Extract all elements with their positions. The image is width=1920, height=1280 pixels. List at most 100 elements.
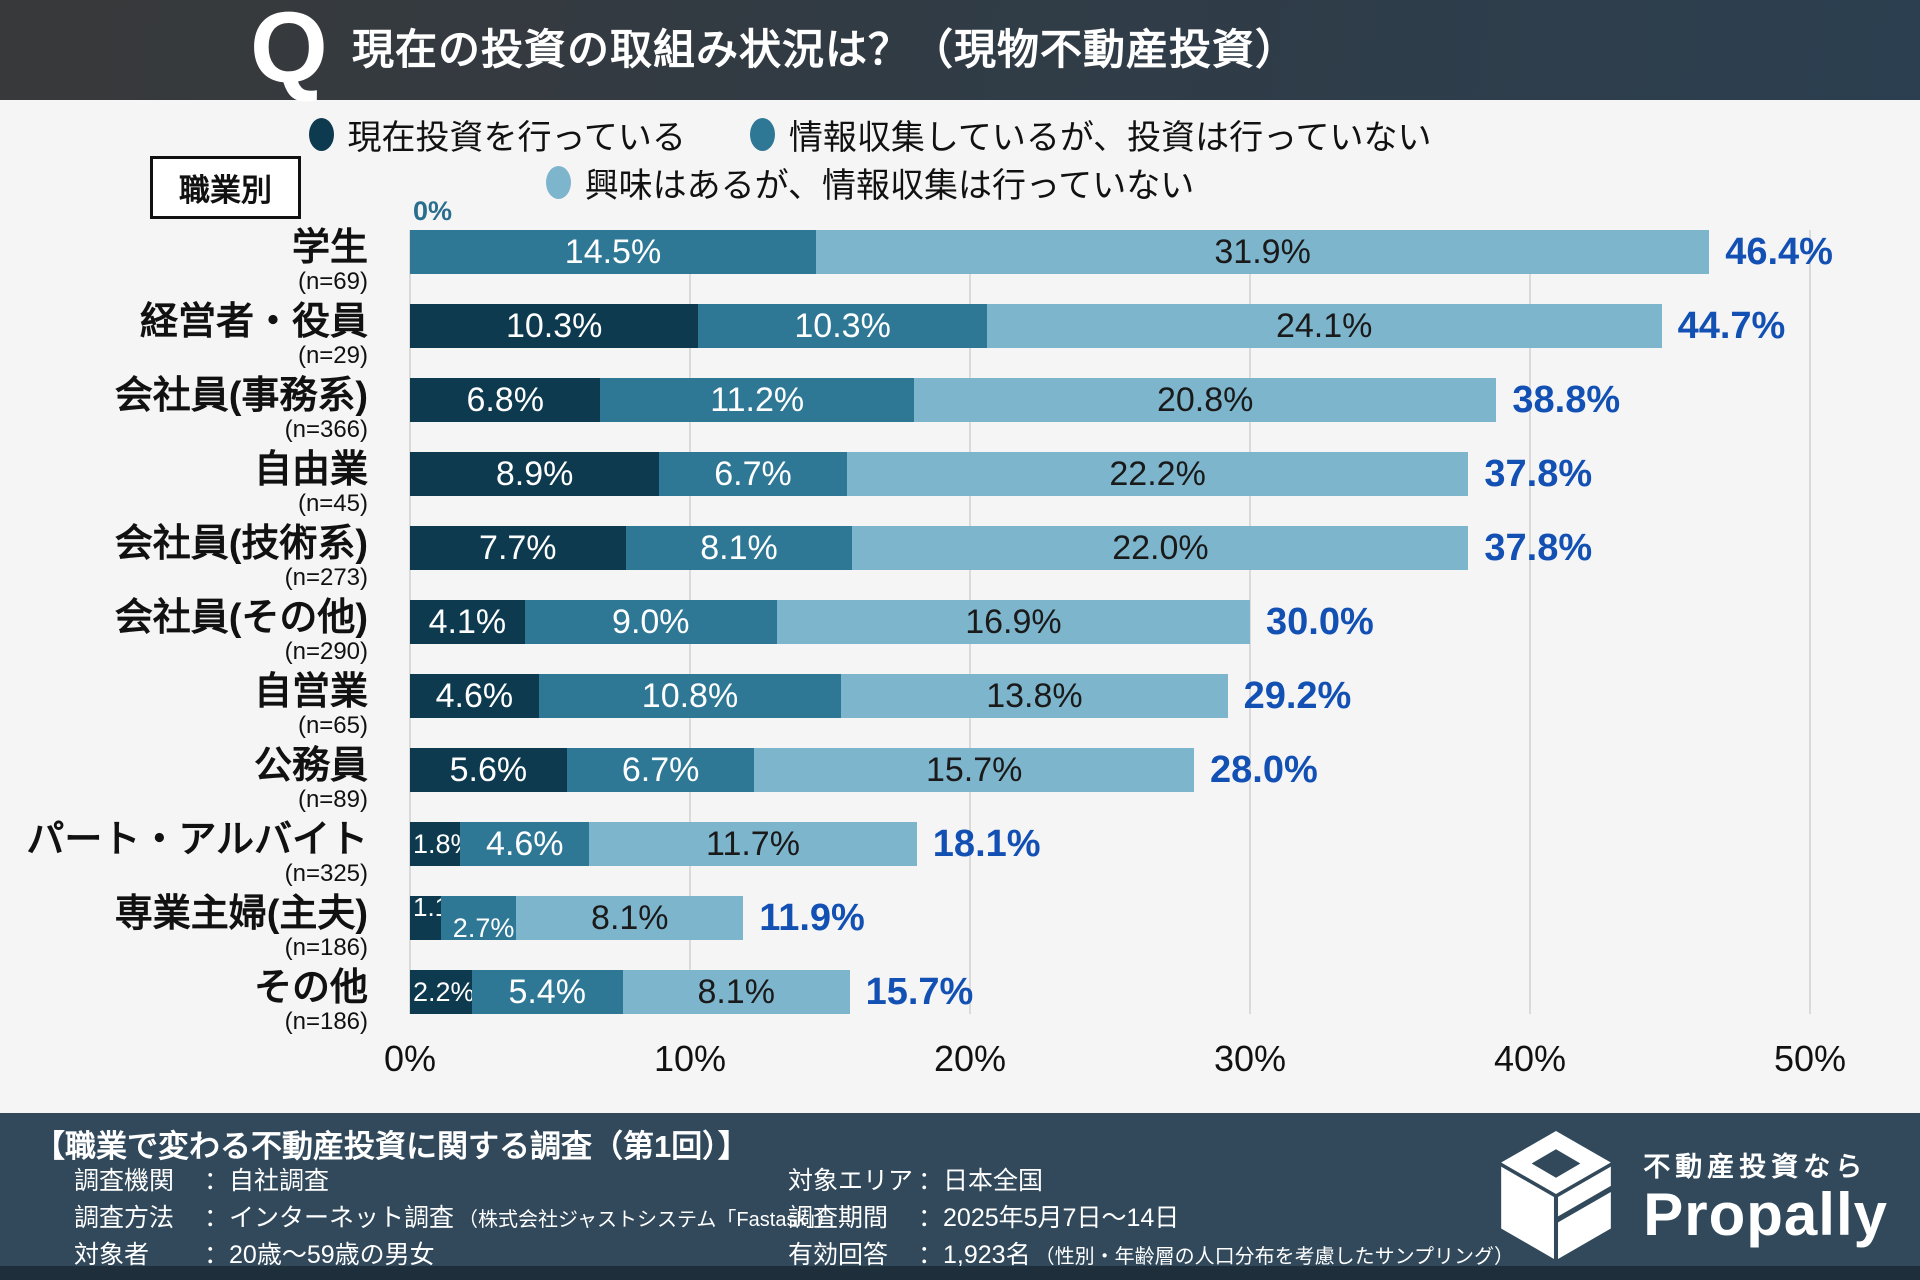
bar-track: 14.5% 31.9% 46.4% [410,230,1833,274]
chart-row: 専業主婦(主夫)(n=186) 1.1%2.7%8.1%11.9% [0,893,1920,970]
segment-value: 4.6% [435,677,514,715]
header: Q 現在の投資の取組み状況は？（現物不動産投資） [0,0,1920,100]
bar-segment [538,674,842,718]
segment-value: 15.7% [925,751,1023,789]
bar-track: 7.7% 8.1% 22.0% 37.8% [410,526,1810,570]
legend-dot-icon [749,117,775,151]
category-name: 会社員(技術系) [114,523,368,565]
bar-segment [410,378,601,422]
footer-info-note: （性別・年齢層の人口分布を考慮したサンプリング） [1034,1246,1514,1268]
category-sample-size: (n=69) [297,268,368,295]
grid-line [1809,230,1811,1014]
bar-segment [816,230,1710,274]
segment-value: 22.2% [1109,455,1206,493]
bar-segment [625,526,853,570]
footer-info-label: 有効回答 [788,1241,889,1269]
category-name: 経営者・役員 [139,301,368,343]
footer-info-row: 対象者 ： 20歳〜59歳の男女 [74,1235,836,1272]
legend-label: 現在投資を行っている [347,118,686,157]
bar-segment [410,674,539,718]
category-sample-size: (n=65) [297,712,368,739]
segment-value: 9.0% [612,603,690,641]
footer-info-colon: ： [204,1241,230,1269]
zero-percent-annotation: 0% [413,196,453,226]
bar-segment [516,896,744,940]
bar-segment [410,600,525,644]
category-label: 学生 (n=69) [0,227,368,295]
legend-label: 興味はあるが、情報収集は行っていない [584,166,1195,205]
footer-info-label: 調査期間 [788,1204,889,1232]
bar-segment [566,748,755,792]
x-axis-tick: 20% [933,1038,1007,1079]
category-sample-size: (n=273) [284,564,368,591]
category-name: 自由業 [253,449,368,491]
segment-value: 11.2% [710,381,805,419]
category-label: 専業主婦(主夫) (n=186) [0,893,368,961]
footer-info-colon: ： [918,1241,944,1269]
category-sample-size: (n=366) [284,416,368,443]
bar-track: 2.2% 5.4% 8.1% 15.7% [410,970,1810,1014]
footer-info-row: 調査期間 ： 2025年5月7日〜14日 [788,1198,1514,1235]
bar-segment [600,378,914,422]
category-name: その他 [253,967,368,1009]
category-name: 公務員 [253,745,368,787]
bar-segment [410,970,472,1014]
page-title: 現在の投資の取組み状況は？（現物不動産投資） [352,26,1299,73]
bottom-strip [0,1266,1920,1280]
x-axis-tick: 40% [1493,1038,1567,1079]
bar-segment [986,304,1662,348]
category-sample-size: (n=45) [297,490,368,517]
propally-box-icon [1501,1131,1612,1259]
category-label: 公務員 (n=89) [0,745,368,813]
segment-value: 31.9% [1214,233,1311,271]
bar-segment [410,896,441,940]
footer-info-value: 自社調査 [229,1167,330,1195]
category-label: その他 (n=186) [0,967,368,1035]
logo-brand: Propally [1643,1180,1888,1248]
legend-dot-icon [308,117,334,151]
total-value: 18.1% [932,823,1041,865]
total-value: 46.4% [1725,231,1833,273]
legend-item: 現在投資を行っている [308,110,686,159]
category-sample-size: (n=325) [284,860,368,887]
segment-value: 14.5% [564,233,662,271]
x-axis-tick: 10% [653,1038,727,1079]
category-name: 学生 [291,227,368,269]
category-name: 専業主婦(主夫) [114,893,368,935]
bar-track: 4.6% 10.8% 13.8% 29.2% [410,674,1810,718]
bar-segment [410,304,699,348]
legend-dot-icon [545,165,571,199]
bar-track: 4.1% 9.0% 16.9% 30.0% [410,600,1810,644]
bar-segment [471,970,623,1014]
footer-info-colon: ： [918,1167,944,1195]
chart-row: 公務員 (n=89) 5.6% 6.7% 15.7% 28.0% [0,745,1920,822]
category-sample-size: (n=186) [284,1008,368,1035]
bar-segment [410,822,461,866]
bar-segment [754,748,1194,792]
legend-line: 現在投資を行っている 情報収集しているが、投資は行っていない [308,110,1431,158]
total-value: 30.0% [1266,601,1374,643]
footer-info-value: インターネット調査 [229,1204,455,1232]
total-value: 38.8% [1512,379,1621,421]
bar-track: 8.9% 6.7% 22.2% 37.8% [410,452,1810,496]
category-label: 会社員(その他) (n=290) [0,597,368,665]
category-name: パート・アルバイト [26,819,368,861]
segment-value: 11.7% [706,825,800,863]
chart-row: 学生 (n=69) 14.5% 31.9% 46.4% [0,227,1920,304]
bar-track: 10.3% 10.3% 24.1% 44.7% [410,304,1810,348]
footer-info-label: 調査方法 [74,1204,175,1232]
bar-track: 1.1%2.7%8.1%11.9% [410,894,1810,942]
bar-segment [410,452,660,496]
logo-tagline: 不動産投資なら [1643,1151,1868,1182]
bar-segment [410,748,567,792]
footer-info-colon: ： [204,1204,230,1232]
total-value: 15.7% [865,971,974,1013]
bar-segment [524,600,777,644]
segment-value: 20.8% [1156,381,1254,419]
legend-item: 興味はあるが、情報収集は行っていない [545,158,1195,207]
footer-info-colon: ： [918,1204,944,1232]
segment-value: 8.1% [591,899,669,937]
footer-info-label: 調査機関 [74,1167,175,1195]
bar-segment [841,674,1228,718]
segment-value: 4.6% [486,825,564,863]
